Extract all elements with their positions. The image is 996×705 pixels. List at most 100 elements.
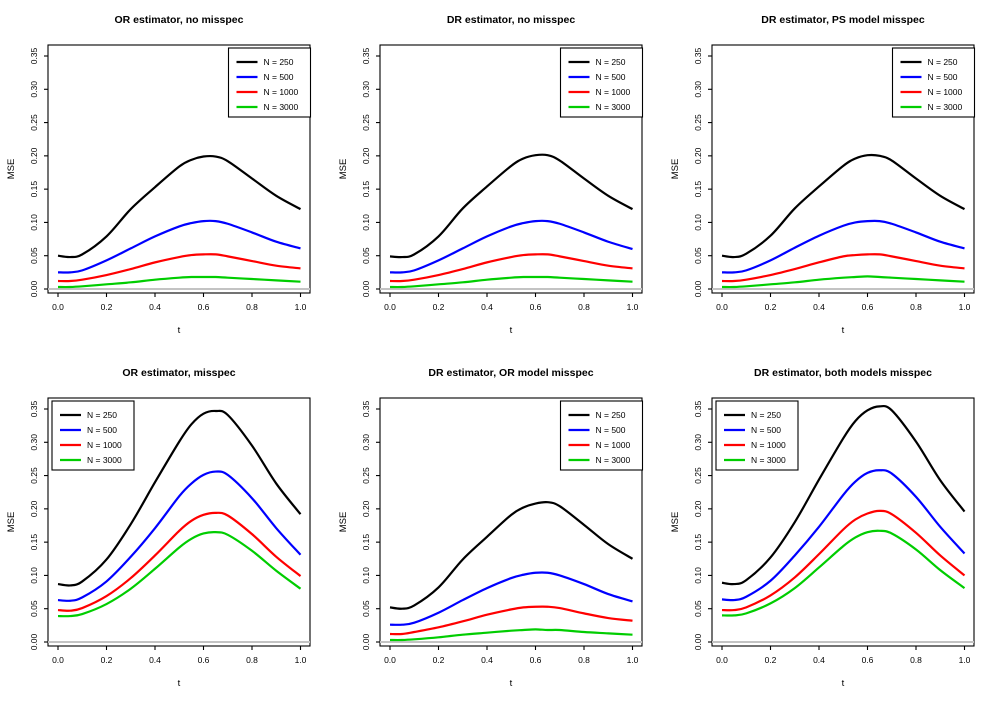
legend-label-2: N = 1000 xyxy=(928,87,963,97)
chart-dr-estimator-no-misspec: 0.00 0.05 0.10 0.15 0.20 0.25 0.30 0.35 0.0 0.2 0.… xyxy=(338,14,644,336)
y-tick-label: 0.25 xyxy=(361,467,371,484)
x-tick-label: 0.6 xyxy=(862,302,874,312)
y-tick-label: 0.10 xyxy=(29,214,39,231)
legend-label-1: N = 500 xyxy=(264,72,294,82)
y-tick-label: 0.20 xyxy=(361,147,371,164)
y-tick-label: 0.15 xyxy=(29,181,39,198)
x-axis-label: t xyxy=(842,678,845,689)
y-axis-label: MSE xyxy=(338,159,349,180)
y-tick-label: 0.25 xyxy=(693,467,703,484)
x-tick-label: 0.2 xyxy=(101,302,113,312)
chart-title: DR estimator, no misspec xyxy=(447,14,576,26)
y-tick-label: 0.15 xyxy=(693,181,703,198)
y-tick-label: 0.25 xyxy=(29,467,39,484)
panel-dr-estimator-ps-model-misspec: 0.00 0.05 0.10 0.15 0.20 0.25 0.30 0.35 0.0 0.2 0.… xyxy=(664,0,996,353)
y-tick-label: 0.30 xyxy=(361,433,371,450)
y-axis-label: MSE xyxy=(670,159,681,180)
series-line-3 xyxy=(721,275,965,289)
legend-label-1: N = 500 xyxy=(87,424,117,434)
x-tick-label: 0.8 xyxy=(246,302,258,312)
y-tick-label: 0.15 xyxy=(361,181,371,198)
y-tick-label: 0.20 xyxy=(693,147,703,164)
y-tick-label: 0.10 xyxy=(693,566,703,583)
plot-box xyxy=(711,44,975,294)
plot-box xyxy=(379,44,643,294)
legend-label-0: N = 250 xyxy=(87,409,117,419)
plot-box xyxy=(379,396,643,647)
legend-label-0: N = 250 xyxy=(751,409,781,419)
series-line-1 xyxy=(57,219,301,274)
y-tick-label: 0.05 xyxy=(29,600,39,617)
chart-title: OR estimator, no misspec xyxy=(115,14,244,26)
y-tick-label: 0.25 xyxy=(361,114,371,131)
x-tick-label: 0.2 xyxy=(433,655,445,665)
panel-or-estimator-misspec: 0.00 0.05 0.10 0.15 0.20 0.25 0.30 0.35 0.0 0.2 0.… xyxy=(0,353,332,705)
series-line-1 xyxy=(721,219,965,274)
series-line-0 xyxy=(721,153,966,259)
series-line-2 xyxy=(57,511,302,612)
x-tick-label: 0.8 xyxy=(578,302,590,312)
y-tick-label: 0.00 xyxy=(693,280,703,297)
legend-box xyxy=(51,399,135,471)
x-tick-label: 0.2 xyxy=(765,302,777,312)
x-tick-label: 0.0 xyxy=(384,655,396,665)
legend-label-1: N = 500 xyxy=(596,424,626,434)
chart-dr-estimator-or-model-misspec: 0.00 0.05 0.10 0.15 0.20 0.25 0.30 0.35 0.0 0.2 0.… xyxy=(338,367,644,689)
x-tick-label: 1.0 xyxy=(959,655,971,665)
y-tick-label: 0.05 xyxy=(29,247,39,264)
series-line-2 xyxy=(721,253,965,283)
legend-label-2: N = 1000 xyxy=(87,439,122,449)
legend-label-0: N = 250 xyxy=(264,57,294,67)
legend-box xyxy=(559,47,644,118)
series-line-1 xyxy=(721,468,966,601)
chart-title: DR estimator, both models misspec xyxy=(754,367,932,379)
legend-label-1: N = 500 xyxy=(928,72,958,82)
x-tick-label: 0.4 xyxy=(481,655,493,665)
x-axis-label: t xyxy=(510,325,513,336)
x-tick-label: 1.0 xyxy=(627,302,639,312)
legend-label-2: N = 1000 xyxy=(596,439,631,449)
legend-label-0: N = 250 xyxy=(596,57,626,67)
legend-box xyxy=(227,47,312,118)
legend-label-2: N = 1000 xyxy=(596,87,631,97)
y-tick-label: 0.35 xyxy=(29,47,39,64)
x-tick-label: 0.0 xyxy=(716,655,728,665)
legend-label-0: N = 250 xyxy=(928,57,958,67)
y-tick-label: 0.10 xyxy=(29,566,39,583)
y-tick-label: 0.35 xyxy=(361,47,371,64)
panel-dr-estimator-both-models-misspec: 0.00 0.05 0.10 0.15 0.20 0.25 0.30 0.35 0.0 0.2 0.… xyxy=(664,353,996,705)
x-tick-label: 0.0 xyxy=(384,302,396,312)
chart-title: DR estimator, PS model misspec xyxy=(761,14,925,26)
x-tick-label: 0.4 xyxy=(481,302,493,312)
y-tick-label: 0.05 xyxy=(361,247,371,264)
legend-label-3: N = 3000 xyxy=(596,102,631,112)
series-line-0 xyxy=(721,404,966,585)
y-tick-label: 0.20 xyxy=(29,147,39,164)
x-tick-label: 0.6 xyxy=(862,655,874,665)
x-tick-label: 0.8 xyxy=(246,655,258,665)
panel-dr-estimator-no-misspec: 0.00 0.05 0.10 0.15 0.20 0.25 0.30 0.35 0.0 0.2 0.… xyxy=(332,0,664,353)
legend-label-2: N = 1000 xyxy=(751,439,786,449)
plot-box xyxy=(47,396,311,647)
y-tick-label: 0.30 xyxy=(693,433,703,450)
chart-dr-estimator-ps-model-misspec: 0.00 0.05 0.10 0.15 0.20 0.25 0.30 0.35 0.0 0.2 0.… xyxy=(670,14,976,336)
x-tick-label: 0.4 xyxy=(149,655,161,665)
x-tick-label: 1.0 xyxy=(295,302,307,312)
chart-or-estimator-no-misspec: 0.00 0.05 0.10 0.15 0.20 0.25 0.30 0.35 0.0 0.2 0.… xyxy=(6,14,312,336)
legend-box xyxy=(559,399,644,471)
y-tick-label: 0.30 xyxy=(361,81,371,98)
y-tick-label: 0.30 xyxy=(29,433,39,450)
plot-box xyxy=(47,44,311,294)
legend-label-2: N = 1000 xyxy=(264,87,299,97)
x-tick-label: 0.6 xyxy=(530,655,542,665)
chart-or-estimator-misspec: 0.00 0.05 0.10 0.15 0.20 0.25 0.30 0.35 0.0 0.2 0.… xyxy=(6,367,311,689)
series-line-0 xyxy=(389,500,634,610)
x-tick-label: 0.4 xyxy=(813,655,825,665)
x-tick-label: 0.6 xyxy=(198,655,210,665)
x-tick-label: 0.8 xyxy=(910,302,922,312)
series-line-3 xyxy=(57,275,301,289)
x-tick-label: 0.0 xyxy=(52,302,64,312)
y-tick-label: 0.05 xyxy=(693,600,703,617)
legend-label-0: N = 250 xyxy=(596,409,626,419)
